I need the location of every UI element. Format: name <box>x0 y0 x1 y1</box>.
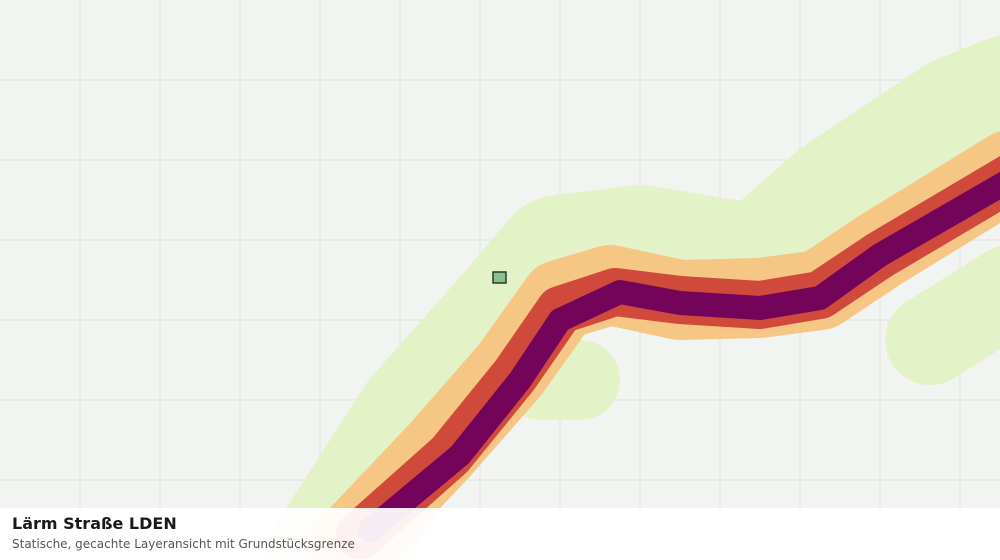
layer-title: Lärm Straße LDEN <box>12 514 177 533</box>
info-panel: Lärm Straße LDEN Statische, gecachte Lay… <box>0 508 1000 560</box>
noise-zones <box>265 36 1000 560</box>
parcel-boundary <box>492 271 507 284</box>
noise-zone-low <box>885 246 1000 385</box>
layer-subtitle: Statische, gecachte Layeransicht mit Gru… <box>12 537 355 551</box>
noise-zone-very-high <box>358 171 1000 542</box>
